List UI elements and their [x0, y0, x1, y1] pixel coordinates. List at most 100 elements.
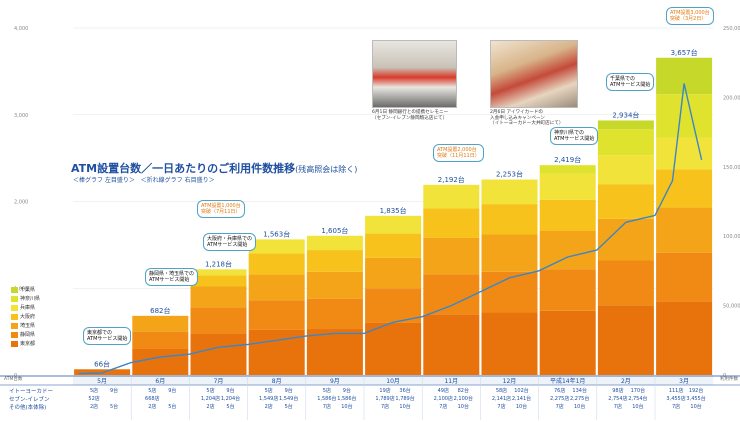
callout-line: ATMサービス開始 — [610, 82, 651, 88]
store-count-cell: 668店 — [145, 395, 160, 402]
right-tick-label: 200,000 — [723, 95, 740, 101]
bar-total-label: 3,657台 — [671, 48, 698, 57]
photo-store — [490, 40, 578, 108]
store-count-cell: 2,275台 — [570, 395, 589, 402]
bar-segment — [423, 184, 480, 209]
store-count-cell: 7店 — [614, 403, 622, 410]
store-count-cell: 5店 — [323, 387, 331, 394]
store-count-cell: 1,789店 — [375, 395, 394, 402]
bar-total-label: 1,835台 — [380, 206, 407, 215]
store-count-cell: 1,789台 — [395, 395, 414, 402]
store-count-cell: 1,204店 — [201, 395, 220, 402]
callout-box: 千葉県での ATMサービス開始 — [606, 73, 655, 91]
photo-ceremony — [372, 40, 457, 108]
left-tick-label: 1,000 — [14, 286, 28, 292]
store-count-cell: 2,754台 — [628, 395, 647, 402]
legend-swatch — [11, 286, 18, 293]
usage-line — [78, 83, 703, 375]
bar-segment — [423, 314, 480, 375]
bar-segment — [539, 173, 596, 200]
bar-segment — [306, 235, 363, 251]
left-tick-label: 3,000 — [14, 113, 28, 119]
bar-segment — [597, 260, 654, 306]
store-count-cell: 52店 — [88, 395, 99, 402]
bar-segment — [539, 269, 596, 311]
bar-segment — [306, 298, 363, 330]
bar-segment — [597, 155, 654, 185]
callout-line: 突破（7月11日） — [201, 209, 241, 215]
store-count-cell: 192台 — [689, 387, 704, 394]
bar-segment — [597, 218, 654, 261]
bar-total-label: 66台 — [94, 359, 110, 368]
bar-segment — [74, 369, 131, 375]
callout-line: 突破（11月11日） — [437, 153, 480, 159]
callout-line: 突破（3月2日） — [670, 16, 707, 22]
bar-segment — [656, 207, 713, 253]
store-count-cell: 2店 — [265, 403, 273, 410]
callout-line: 大阪府・兵庫県での — [207, 236, 253, 242]
row-label-seven: セブン-イレブン — [9, 397, 50, 403]
store-count-cell: 2,100台 — [454, 395, 473, 402]
store-count-cell: 9台 — [285, 387, 293, 394]
store-count-cell: 5台 — [226, 403, 234, 410]
bar-segment — [365, 233, 422, 258]
callout-line: ATMサービス開始 — [554, 136, 595, 142]
store-count-cell: 10台 — [341, 403, 352, 410]
legend-label: 埼玉県 — [20, 323, 36, 329]
bar-total-label: 2,419台 — [554, 155, 581, 164]
store-count-cell: 2店 — [90, 403, 98, 410]
bar-segment — [132, 348, 189, 375]
bar-segment — [132, 315, 189, 332]
chart-title: ATM設置台数／一日あたりのご利用件数推移(残高照会は除く) — [71, 162, 358, 175]
right-tick-label: 150,000 — [723, 165, 740, 171]
month-label: 6月 — [155, 378, 165, 385]
bar-segment — [656, 137, 713, 170]
legend-label: 兵庫県 — [20, 305, 36, 311]
store-count-cell: 2,100店 — [434, 395, 453, 402]
bar-segment — [597, 120, 654, 130]
store-count-cell: 49店 — [438, 387, 449, 394]
store-count-cell: 2店 — [206, 403, 214, 410]
store-count-cell: 9台 — [343, 387, 351, 394]
callout-line: 静岡県・埼玉県での — [149, 271, 195, 277]
month-label: 11月 — [444, 378, 458, 385]
bar-total-label: 2,934台 — [612, 110, 639, 119]
photo-caption-1: 6月1日 静岡銀行との提携セレモニー （セブン-イレブン静岡駒込店にて） — [372, 110, 449, 121]
store-count-cell: 5店 — [148, 387, 156, 394]
store-count-cell: 76店 — [554, 387, 565, 394]
store-count-cell: 1,204台 — [221, 395, 240, 402]
callout-line: 神奈川県での — [554, 130, 585, 136]
right-axis-label: 利用件数 — [720, 375, 738, 382]
left-tick-label: 2,000 — [14, 200, 28, 206]
bar-total-label: 1,218台 — [205, 259, 232, 268]
store-count-cell: 10台 — [458, 403, 469, 410]
store-count-cell: 10台 — [516, 403, 527, 410]
legend-label: 大阪府 — [20, 314, 36, 320]
legend-label: 静岡県 — [20, 332, 36, 338]
store-count-cell: 5店 — [265, 387, 273, 394]
bar-segment — [248, 300, 305, 330]
legend-item: 兵庫県 — [11, 303, 40, 312]
store-count-cell: 2店 — [148, 403, 156, 410]
store-count-cell: 10台 — [690, 403, 701, 410]
callout-line: ATMサービス開始 — [207, 242, 248, 248]
legend-item: 大阪府 — [11, 312, 40, 321]
legend-swatch — [11, 322, 18, 329]
store-count-cell: 7店 — [381, 403, 389, 410]
chart-legend: 千葉県 神奈川県 兵庫県 大阪府 埼玉県 静岡県 東京都 — [11, 285, 40, 348]
legend-swatch — [11, 295, 18, 302]
bar-segment — [190, 286, 247, 308]
legend-swatch — [11, 304, 18, 311]
store-count-cell: 36台 — [399, 387, 410, 394]
store-count-cell: 5店 — [90, 387, 98, 394]
legend-label: 東京都 — [20, 341, 36, 347]
month-label: 10月 — [386, 378, 400, 385]
bar-segment — [423, 274, 480, 315]
bar-segment — [597, 184, 654, 219]
bar-segment — [306, 329, 363, 375]
legend-label: 千葉県 — [20, 287, 36, 293]
bar-segment — [365, 257, 422, 289]
row-label-ito: イトーヨーカドー — [9, 389, 54, 395]
bar-segment — [656, 252, 713, 302]
